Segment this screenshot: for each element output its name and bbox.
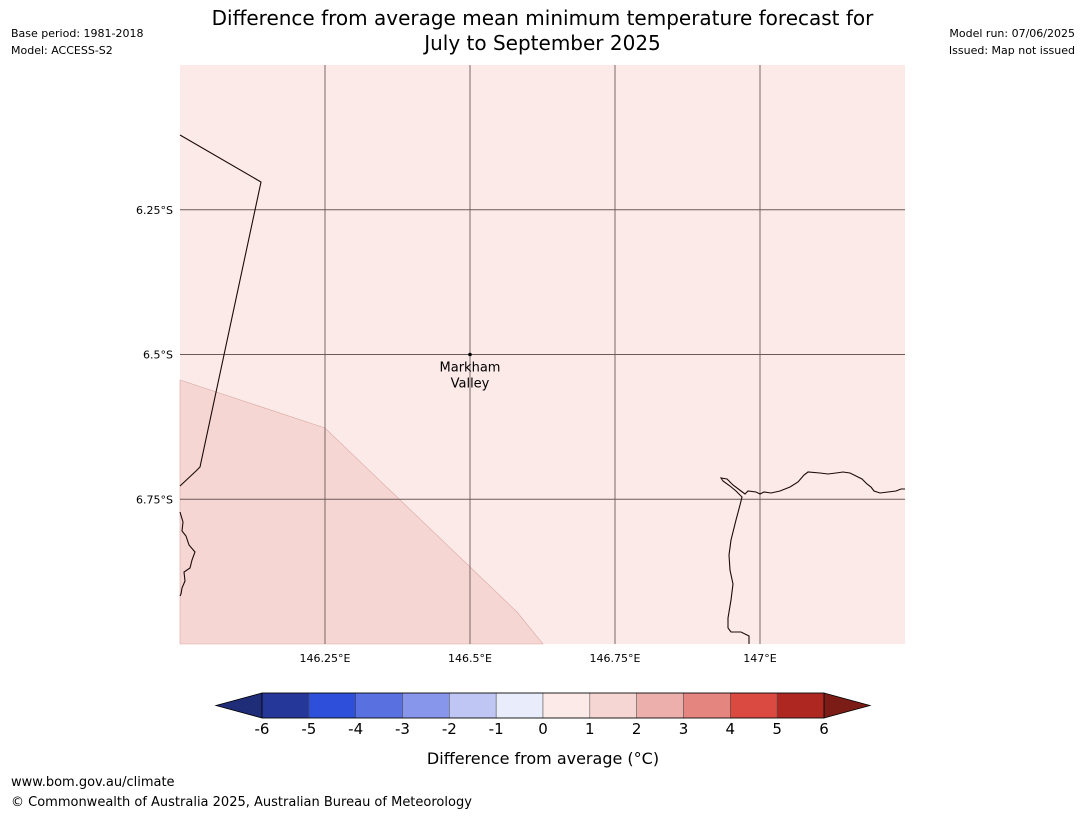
colorbar-tick-label: -3 <box>395 720 410 738</box>
map-title-line2: July to September 2025 <box>424 31 661 55</box>
longitude-labels: 146.25°E 146.5°E 146.75°E 147°E <box>300 652 777 665</box>
lat-tick-label: 6.25°S <box>136 204 173 217</box>
colorbar-segment <box>589 692 637 719</box>
map-area: Markham Valley <box>179 65 905 645</box>
colorbar-segment <box>308 692 356 719</box>
colorbar-segment <box>730 692 778 719</box>
footer-url[interactable]: www.bom.gov.au/climate <box>11 775 175 790</box>
footer-copyright: © Commonwealth of Australia 2025, Austra… <box>11 795 472 810</box>
place-label-line2: Valley <box>451 377 490 392</box>
model-text: Model: ACCESS-S2 <box>11 44 113 57</box>
colorbar-tick-label: 3 <box>679 720 689 738</box>
coastline-east <box>719 471 905 644</box>
place-dot <box>468 352 472 357</box>
lon-tick-label: 147°E <box>743 652 776 665</box>
colorbar-under-triangle <box>214 692 263 719</box>
colorbar-segment <box>261 692 310 719</box>
colorbar-segment <box>402 692 450 719</box>
lat-tick-label: 6.75°S <box>136 493 173 506</box>
colorbar-tick-label: 6 <box>819 720 829 738</box>
colorbar-tick-label: -2 <box>442 720 457 738</box>
anomaly-region-1-to-2 <box>179 379 544 645</box>
colorbar-tick-label: 1 <box>585 720 595 738</box>
colorbar-segment <box>776 692 825 719</box>
colorbar-tick-label: -4 <box>348 720 363 738</box>
colorbar-tick-label: 4 <box>726 720 736 738</box>
colorbar-tick-label: -6 <box>255 720 270 738</box>
base-period-text: Base period: 1981-2018 <box>11 27 144 40</box>
model-run-text: Model run: 07/06/2025 <box>949 27 1075 40</box>
coastlines <box>179 134 905 644</box>
latitude-labels: 6.25°S 6.5°S 6.75°S <box>136 204 173 507</box>
colorbar-tick-label: -5 <box>301 720 316 738</box>
colorbar-label: Difference from average (°C) <box>427 749 659 768</box>
coastline-west <box>179 511 196 597</box>
lon-tick-label: 146.25°E <box>300 652 351 665</box>
colorbar-segment <box>636 692 684 719</box>
colorbar-tick-label: -1 <box>489 720 504 738</box>
colorbar-segment <box>495 692 544 719</box>
issued-text: Issued: Map not issued <box>948 44 1075 57</box>
colorbar-segment <box>449 692 497 719</box>
metadata-left: Base period: 1981-2018 Model: ACCESS-S2 <box>11 25 143 59</box>
lon-tick-label: 146.5°E <box>448 652 492 665</box>
colorbar-segment <box>355 692 403 719</box>
place-label-line1: Markham <box>440 361 501 376</box>
colorbar-over-triangle <box>823 692 872 719</box>
map-title: Difference from average mean minimum tem… <box>180 6 905 56</box>
lat-tick-label: 6.5°S <box>143 349 173 362</box>
colorbar-tick-label: 0 <box>538 720 548 738</box>
colorbar-outline <box>261 692 825 719</box>
colorbar-segment <box>542 692 591 719</box>
border-line <box>179 134 262 487</box>
colorbar-segment <box>683 692 731 719</box>
map-title-line1: Difference from average mean minimum tem… <box>211 6 874 30</box>
gridlines <box>180 65 905 644</box>
metadata-right: Model run: 07/06/2025 Issued: Map not is… <box>949 25 1075 59</box>
place-marker: Markham Valley <box>440 352 501 392</box>
lon-tick-label: 146.75°E <box>590 652 641 665</box>
colorbar-tick-label: 5 <box>772 720 782 738</box>
colorbar: -6 -5 -4 -3 -2 -1 0 1 2 3 4 5 6 <box>214 692 872 738</box>
colorbar-tick-label: 2 <box>632 720 642 738</box>
